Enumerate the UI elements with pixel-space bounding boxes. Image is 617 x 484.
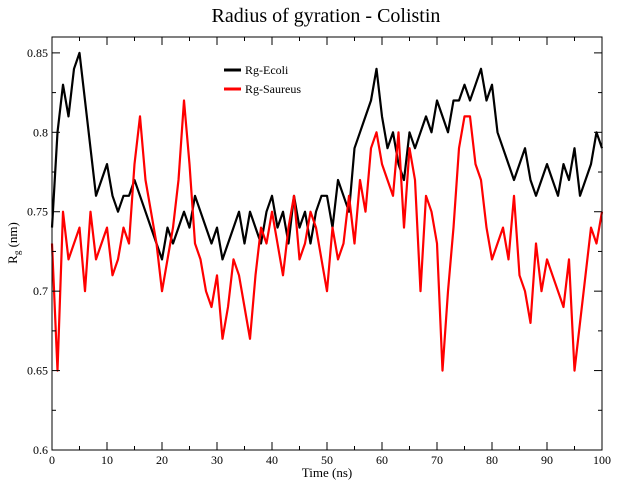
y-tick-label: 0.7	[33, 284, 48, 298]
y-axis-label: Rg (nm)	[5, 222, 22, 264]
series-line-ecoli	[50, 51, 604, 261]
x-tick-label: 60	[376, 453, 388, 467]
x-tick-label: 30	[211, 453, 223, 467]
y-tick-label: 0.85	[27, 46, 48, 60]
x-axis: 0 10 20 30 40 50 60 70 80 90 100	[49, 37, 611, 467]
y-tick-label: 0.75	[27, 205, 48, 219]
y-tick-label: 0.6	[33, 443, 48, 457]
legend-label-saureus: Rg-Saureus	[245, 82, 301, 96]
x-tick-label: 40	[266, 453, 278, 467]
x-tick-label: 20	[156, 453, 168, 467]
x-tick-label: 0	[49, 453, 55, 467]
plot-frame	[51, 36, 603, 451]
y-axis-label-main: R	[5, 255, 20, 264]
y-axis: 0.6 0.65 0.7 0.75 0.8 0.85	[27, 46, 602, 457]
x-tick-label: 50	[321, 453, 333, 467]
chart-title: Radius of gyration - Colistin	[212, 5, 441, 27]
y-tick-label: 0.65	[27, 364, 48, 378]
y-axis-label-sub: g	[12, 250, 22, 255]
x-tick-label: 80	[486, 453, 498, 467]
y-tick-label: 0.8	[33, 125, 48, 139]
series-layer	[50, 51, 604, 372]
x-tick-label: 70	[431, 453, 443, 467]
legend: Rg-Ecoli Rg-Saureus	[224, 63, 301, 96]
x-tick-label: 10	[101, 453, 113, 467]
legend-label-ecoli: Rg-Ecoli	[245, 63, 289, 77]
y-axis-label-rest: (nm)	[5, 222, 20, 251]
series-line-saureus	[50, 99, 604, 372]
x-tick-label: 90	[541, 453, 553, 467]
x-tick-label: 100	[593, 453, 611, 467]
x-axis-label: Time (ns)	[302, 465, 352, 480]
